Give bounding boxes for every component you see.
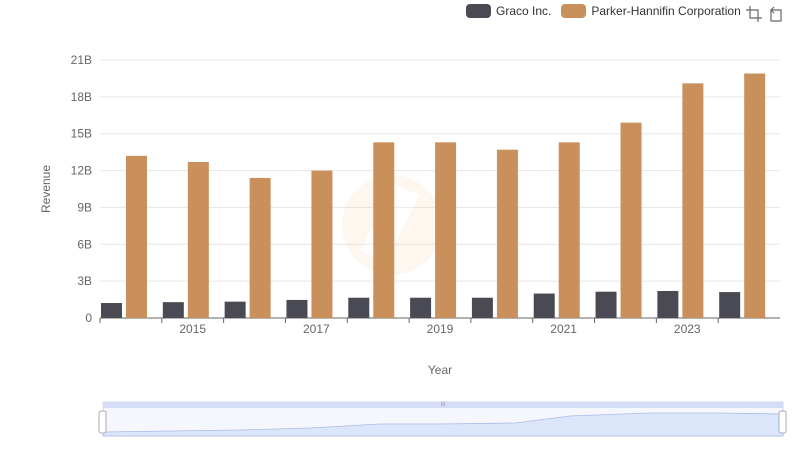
y-tick-label: 0 — [85, 311, 92, 325]
legend-label-graco: Graco Inc. — [496, 4, 552, 18]
chart-toolbox — [746, 6, 790, 22]
bar-graco-2019[interactable] — [410, 297, 432, 318]
bar-parker-2024[interactable] — [744, 73, 766, 318]
x-axis-label: Year — [428, 363, 452, 377]
bar-graco-2018[interactable] — [348, 297, 370, 318]
x-tick-label: 2021 — [550, 322, 577, 336]
x-tick-label: 2023 — [674, 322, 701, 336]
bar-graco-2017[interactable] — [286, 299, 308, 318]
bar-parker-2018[interactable] — [373, 142, 395, 318]
y-tick-label: 12B — [71, 164, 92, 178]
slider-grip[interactable]: III — [440, 402, 445, 408]
bar-parker-2016[interactable] — [249, 177, 271, 318]
legend-label-parker: Parker-Hannifin Corporation — [591, 4, 741, 18]
chart-legend: Graco Inc. Parker-Hannifin Corporation — [466, 4, 751, 18]
y-tick-label: 6B — [77, 237, 92, 251]
zoom-select-icon[interactable] — [746, 6, 762, 22]
bar-graco-2016[interactable] — [224, 301, 246, 318]
bar-parker-2021[interactable] — [558, 142, 580, 318]
zoom-reset-icon[interactable] — [768, 6, 784, 22]
y-tick-label: 9B — [77, 200, 92, 214]
zoom-slider[interactable]: III — [98, 401, 787, 437]
y-axis-label: Revenue — [39, 165, 53, 213]
bar-graco-2021[interactable] — [533, 293, 555, 318]
bar-parker-2019[interactable] — [435, 142, 457, 318]
legend-swatch-parker — [561, 4, 587, 18]
bar-graco-2020[interactable] — [471, 297, 493, 318]
x-axis-ticks: 2015 2017 2019 2021 2023 — [99, 318, 719, 336]
y-tick-label: 15B — [71, 127, 92, 141]
y-tick-label: 18B — [71, 90, 92, 104]
x-tick-label: 2015 — [179, 322, 206, 336]
y-tick-label: 21B — [71, 53, 92, 67]
slider-handle-right[interactable] — [778, 410, 787, 434]
legend-item-parker[interactable]: Parker-Hannifin Corporation — [561, 4, 741, 18]
bar-graco-2015[interactable] — [162, 302, 184, 318]
bar-graco-2023[interactable] — [657, 290, 679, 318]
legend-item-graco[interactable]: Graco Inc. — [466, 4, 551, 18]
slider-handle-left[interactable] — [98, 410, 107, 434]
x-tick-label: 2019 — [427, 322, 454, 336]
bar-parker-2017[interactable] — [311, 170, 333, 318]
bar-parker-2020[interactable] — [496, 149, 518, 318]
y-axis-ticks: 0 3B 6B 9B 12B 15B 18B 21B — [71, 53, 93, 325]
bar-parker-2015[interactable] — [187, 161, 209, 318]
bar-parker-2022[interactable] — [620, 122, 642, 319]
bar-parker-2023[interactable] — [682, 83, 704, 318]
bar-graco-2022[interactable] — [595, 291, 617, 318]
bar-graco-2014[interactable] — [101, 303, 122, 318]
bar-graco-2024[interactable] — [719, 292, 741, 318]
legend-swatch-graco — [466, 4, 491, 18]
y-tick-label: 3B — [77, 274, 92, 288]
bar-parker-2014[interactable] — [126, 155, 147, 318]
bars-group — [101, 73, 766, 319]
x-tick-label: 2017 — [303, 322, 330, 336]
